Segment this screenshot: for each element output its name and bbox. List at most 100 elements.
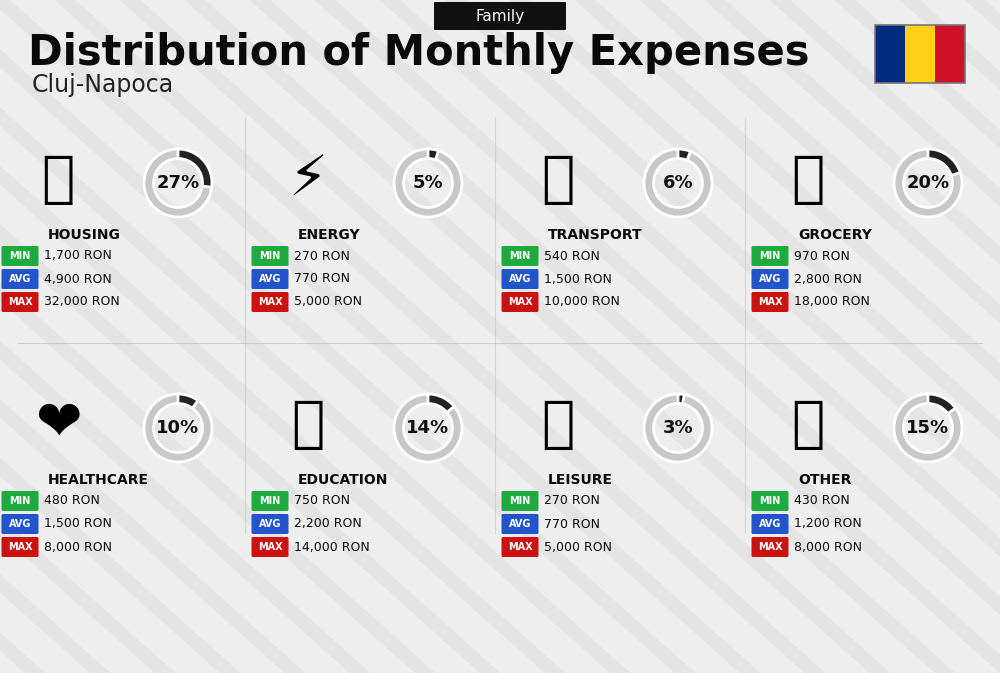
Wedge shape: [394, 394, 462, 462]
FancyBboxPatch shape: [502, 491, 538, 511]
Text: 🛒: 🛒: [791, 153, 825, 207]
Text: AVG: AVG: [759, 519, 781, 529]
Wedge shape: [178, 394, 198, 409]
Wedge shape: [428, 149, 439, 160]
FancyBboxPatch shape: [2, 537, 38, 557]
FancyBboxPatch shape: [2, 246, 38, 266]
Text: 270 RON: 270 RON: [544, 495, 600, 507]
Text: MIN: MIN: [509, 496, 531, 506]
Text: 10%: 10%: [156, 419, 200, 437]
Text: 32,000 RON: 32,000 RON: [44, 295, 120, 308]
FancyBboxPatch shape: [434, 2, 566, 30]
Text: 🚌: 🚌: [541, 153, 575, 207]
FancyBboxPatch shape: [752, 491, 788, 511]
Text: AVG: AVG: [259, 274, 281, 284]
Text: MAX: MAX: [258, 542, 282, 552]
Text: GROCERY: GROCERY: [798, 228, 872, 242]
Text: 770 RON: 770 RON: [294, 273, 350, 285]
Wedge shape: [428, 394, 454, 413]
Text: LEISURE: LEISURE: [548, 473, 613, 487]
FancyBboxPatch shape: [752, 246, 788, 266]
Text: 970 RON: 970 RON: [794, 250, 850, 262]
Text: TRANSPORT: TRANSPORT: [548, 228, 643, 242]
Text: MAX: MAX: [258, 297, 282, 307]
Wedge shape: [928, 149, 960, 176]
FancyBboxPatch shape: [502, 292, 538, 312]
Text: Distribution of Monthly Expenses: Distribution of Monthly Expenses: [28, 32, 810, 74]
Text: 3%: 3%: [663, 419, 693, 437]
Text: MAX: MAX: [8, 542, 32, 552]
Wedge shape: [144, 149, 212, 217]
Text: 18,000 RON: 18,000 RON: [794, 295, 870, 308]
Text: 430 RON: 430 RON: [794, 495, 850, 507]
Text: 4,900 RON: 4,900 RON: [44, 273, 112, 285]
Text: 1,700 RON: 1,700 RON: [44, 250, 112, 262]
Text: MAX: MAX: [508, 297, 532, 307]
Text: AVG: AVG: [9, 519, 31, 529]
Text: 💰: 💰: [791, 398, 825, 452]
FancyBboxPatch shape: [752, 537, 788, 557]
FancyBboxPatch shape: [502, 514, 538, 534]
Text: 🎓: 🎓: [291, 398, 325, 452]
Text: 20%: 20%: [906, 174, 950, 192]
Bar: [875, 25, 965, 83]
Text: MIN: MIN: [759, 496, 781, 506]
FancyBboxPatch shape: [252, 292, 288, 312]
FancyBboxPatch shape: [752, 292, 788, 312]
FancyBboxPatch shape: [502, 537, 538, 557]
FancyBboxPatch shape: [252, 491, 288, 511]
Text: MIN: MIN: [259, 496, 281, 506]
Text: MAX: MAX: [8, 297, 32, 307]
Text: 15%: 15%: [906, 419, 950, 437]
Wedge shape: [894, 149, 962, 217]
Text: MIN: MIN: [9, 496, 31, 506]
Text: MIN: MIN: [9, 251, 31, 261]
Bar: [935, 25, 965, 83]
Wedge shape: [894, 394, 962, 462]
Wedge shape: [678, 149, 691, 160]
Text: 1,500 RON: 1,500 RON: [544, 273, 612, 285]
Text: 6%: 6%: [663, 174, 693, 192]
Text: MIN: MIN: [509, 251, 531, 261]
Text: 540 RON: 540 RON: [544, 250, 600, 262]
FancyBboxPatch shape: [752, 269, 788, 289]
Text: 5,000 RON: 5,000 RON: [294, 295, 362, 308]
Wedge shape: [394, 149, 462, 217]
Wedge shape: [644, 149, 712, 217]
Text: Cluj-Napoca: Cluj-Napoca: [32, 73, 174, 97]
Text: 5%: 5%: [413, 174, 443, 192]
Text: 2,200 RON: 2,200 RON: [294, 518, 362, 530]
Text: AVG: AVG: [259, 519, 281, 529]
Text: MIN: MIN: [759, 251, 781, 261]
Text: MIN: MIN: [259, 251, 281, 261]
FancyBboxPatch shape: [2, 269, 38, 289]
Wedge shape: [144, 394, 212, 462]
Text: ⚡: ⚡: [288, 153, 328, 207]
Text: 🛍: 🛍: [541, 398, 575, 452]
FancyBboxPatch shape: [502, 269, 538, 289]
Text: MAX: MAX: [758, 297, 782, 307]
FancyBboxPatch shape: [252, 246, 288, 266]
Text: AVG: AVG: [9, 274, 31, 284]
Text: 8,000 RON: 8,000 RON: [794, 540, 862, 553]
Text: HEALTHCARE: HEALTHCARE: [48, 473, 149, 487]
Text: MAX: MAX: [508, 542, 532, 552]
Text: 🏢: 🏢: [41, 153, 75, 207]
Wedge shape: [178, 149, 212, 187]
FancyBboxPatch shape: [2, 292, 38, 312]
Text: OTHER: OTHER: [798, 473, 851, 487]
Text: ENERGY: ENERGY: [298, 228, 361, 242]
Text: 8,000 RON: 8,000 RON: [44, 540, 112, 553]
FancyBboxPatch shape: [502, 246, 538, 266]
FancyBboxPatch shape: [752, 514, 788, 534]
Text: 750 RON: 750 RON: [294, 495, 350, 507]
Text: HOUSING: HOUSING: [48, 228, 121, 242]
FancyBboxPatch shape: [2, 491, 38, 511]
Text: Family: Family: [475, 9, 525, 24]
Text: AVG: AVG: [509, 274, 531, 284]
FancyBboxPatch shape: [2, 514, 38, 534]
Text: AVG: AVG: [509, 519, 531, 529]
Text: MAX: MAX: [758, 542, 782, 552]
Text: 10,000 RON: 10,000 RON: [544, 295, 620, 308]
Text: 1,500 RON: 1,500 RON: [44, 518, 112, 530]
